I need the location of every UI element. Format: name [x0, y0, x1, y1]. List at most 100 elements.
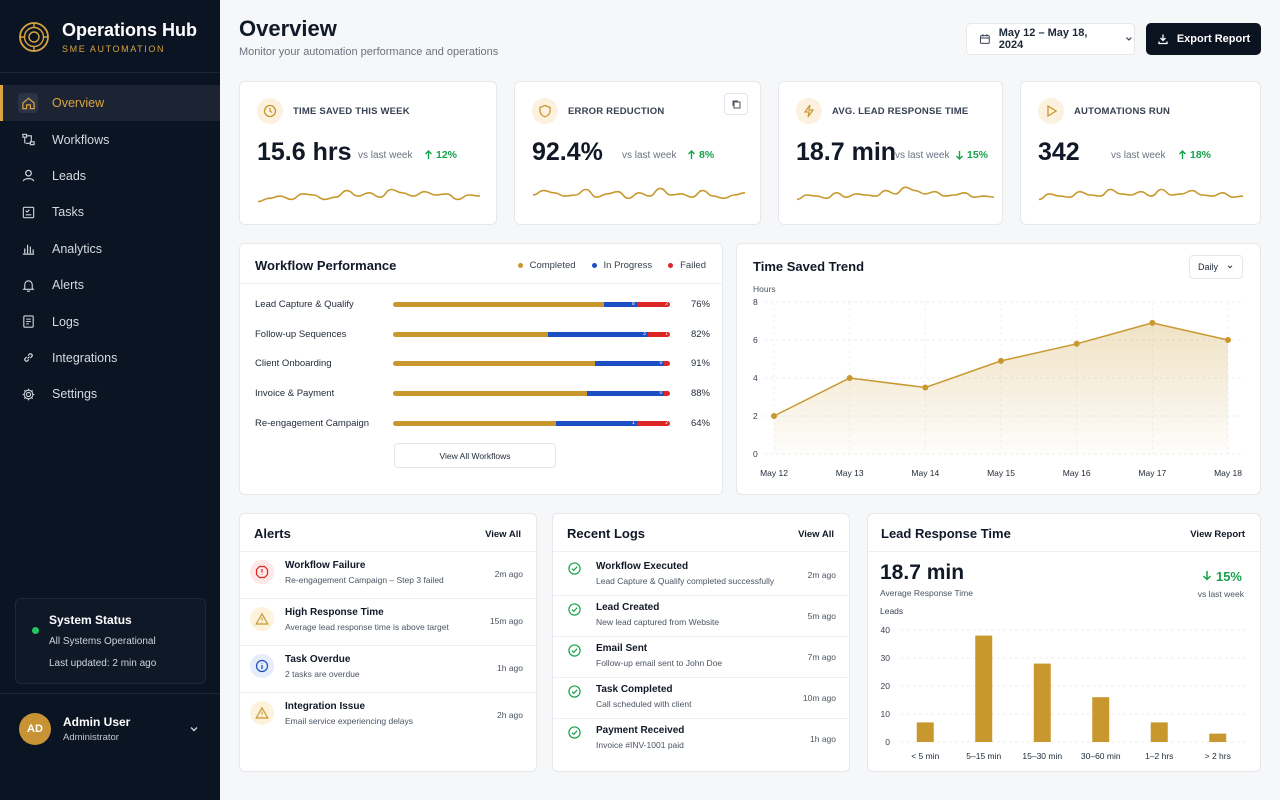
- export-report-button[interactable]: Export Report: [1146, 23, 1261, 55]
- lead-response-card: Lead Response Time View Report 18.7 min …: [867, 513, 1261, 772]
- copy-button[interactable]: [724, 93, 748, 115]
- bar: [1150, 722, 1168, 742]
- gear-icon: [18, 384, 38, 404]
- y-tick-label: 0: [885, 737, 890, 747]
- sidebar-item-leads[interactable]: Leads: [0, 158, 220, 194]
- bar-segment-completed: [393, 332, 549, 337]
- sidebar-item-logs[interactable]: Logs: [0, 303, 220, 339]
- arrow-up-icon: [425, 150, 432, 159]
- sidebar-item-workflows[interactable]: Workflows: [0, 121, 220, 157]
- data-point: [1073, 340, 1080, 347]
- page-title: Overview: [239, 16, 337, 41]
- workflow-row[interactable]: Lead Capture & Qualify 8 2 76%: [255, 299, 710, 311]
- recent-logs-card: Recent Logs View All Workflow Executed L…: [552, 513, 850, 772]
- log-title: Payment Received: [596, 725, 685, 736]
- divider: [553, 636, 849, 637]
- view-report-link[interactable]: View Report: [1190, 529, 1245, 540]
- sparkline-path: [1039, 188, 1243, 201]
- copy-icon: [732, 100, 740, 108]
- kpi-label: AVG. LEAD RESPONSE TIME: [832, 106, 969, 117]
- segment-count: 2: [665, 302, 668, 307]
- sparkline-path: [797, 186, 994, 201]
- sidebar-item-overview[interactable]: Overview: [0, 85, 220, 122]
- sidebar-item-label: Leads: [52, 168, 87, 183]
- y-tick-label: 2: [753, 411, 758, 421]
- x-tick-label: May 17: [1138, 468, 1166, 478]
- bar-segment-completed: [393, 391, 587, 396]
- sidebar-item-label: Integrations: [52, 350, 118, 365]
- sidebar-item-label: Alerts: [52, 278, 84, 293]
- bar: [975, 635, 993, 742]
- workflow-row[interactable]: Follow-up Sequences 3 1 82%: [255, 329, 710, 341]
- user-menu[interactable]: AD Admin User Administrator: [19, 713, 204, 745]
- chevron-down-icon[interactable]: [188, 723, 200, 735]
- lead-response-change: 15%: [1202, 569, 1242, 584]
- info-icon: [250, 654, 274, 678]
- bar-segment-in-progress: 1: [556, 421, 637, 426]
- bar-segment-completed: [393, 421, 557, 426]
- alert-description: Email service experiencing delays: [285, 716, 414, 726]
- sidebar-item-label: Logs: [52, 314, 80, 329]
- alerts-view-all-link[interactable]: View All: [485, 529, 521, 540]
- brand: Operations Hub SME AUTOMATION: [18, 20, 197, 54]
- workflow-row[interactable]: Re-engagement Campaign 1 2 64%: [255, 418, 710, 430]
- alert-time: 15m ago: [489, 616, 523, 626]
- sidebar-item-label: Tasks: [52, 205, 84, 220]
- workflow-percent: 88%: [690, 388, 710, 399]
- divider: [240, 645, 536, 646]
- sidebar-item-alerts[interactable]: Alerts: [0, 267, 220, 303]
- kpi-card-automations-run: AUTOMATIONS RUN 342 vs last week 18%: [1020, 81, 1261, 225]
- workflow-progress-bar: 0: [393, 361, 670, 366]
- bar-segment-in-progress: 0: [595, 361, 665, 366]
- view-all-workflows-button[interactable]: View All Workflows: [394, 443, 556, 468]
- section-title: Lead Response Time: [881, 526, 1011, 541]
- workflow-percent: 91%: [690, 358, 710, 369]
- date-range-picker[interactable]: May 12 – May 18, 2024: [966, 23, 1135, 55]
- data-point: [771, 413, 777, 419]
- segment-count: 8: [631, 302, 635, 307]
- bar-segment-completed: [393, 361, 596, 366]
- divider: [553, 677, 849, 678]
- check-circle-icon: [568, 685, 581, 698]
- y-axis-label: Leads: [880, 606, 903, 616]
- x-tick-label: May 14: [911, 468, 939, 478]
- sidebar-item-integrations[interactable]: Integrations: [0, 340, 220, 376]
- kpi-change: 12%: [424, 149, 457, 161]
- segment-count: 0: [659, 361, 663, 366]
- lead-response-value: 18.7 min: [880, 561, 965, 584]
- alert-title: Integration Issue: [285, 701, 366, 712]
- logo-icon: [19, 22, 49, 52]
- avatar: AD: [19, 713, 51, 745]
- workflow-name: Client Onboarding: [255, 358, 332, 369]
- sidebar-item-settings[interactable]: Settings: [0, 376, 220, 412]
- workflow-percent: 76%: [690, 299, 710, 310]
- divider: [553, 595, 849, 596]
- x-tick-label: May 13: [836, 468, 864, 478]
- x-tick-label: 15–30 min: [1022, 751, 1062, 761]
- sidebar-item-analytics[interactable]: Analytics: [0, 231, 220, 267]
- y-tick-label: 40: [881, 625, 891, 635]
- data-point: [922, 384, 929, 391]
- workflow-row[interactable]: Client Onboarding 0 91%: [255, 358, 710, 370]
- alert-description: 2 tasks are overdue: [285, 669, 360, 679]
- workflow-progress-bar: 8 2: [393, 302, 670, 307]
- alert-description: Average lead response time is above targ…: [285, 622, 449, 632]
- workflow-row[interactable]: Invoice & Payment 0 88%: [255, 388, 710, 400]
- divider: [553, 718, 849, 719]
- period-select[interactable]: Daily: [1189, 255, 1243, 279]
- arrow-down-icon: [956, 151, 963, 160]
- alert-time: 1h ago: [497, 663, 523, 673]
- sidebar-item-tasks[interactable]: Tasks: [0, 194, 220, 230]
- bar: [1033, 663, 1051, 742]
- bar: [1209, 733, 1227, 742]
- kpi-card-lead-response: AVG. LEAD RESPONSE TIME 18.7 min vs last…: [778, 81, 1003, 225]
- log-description: Lead Capture & Qualify completed success…: [596, 576, 775, 586]
- time-saved-trend-card: Time Saved Trend Daily Hours 0 2 4 6 8 May 12 M…: [736, 243, 1261, 495]
- logs-view-all-link[interactable]: View All: [798, 529, 834, 540]
- workflow-name: Lead Capture & Qualify: [255, 299, 354, 310]
- kpi-change-value: 8%: [699, 149, 715, 161]
- brand-title: Operations Hub: [62, 20, 198, 40]
- kpi-change: 8%: [687, 149, 714, 161]
- bell-icon: [18, 275, 38, 295]
- document-icon: [18, 312, 38, 332]
